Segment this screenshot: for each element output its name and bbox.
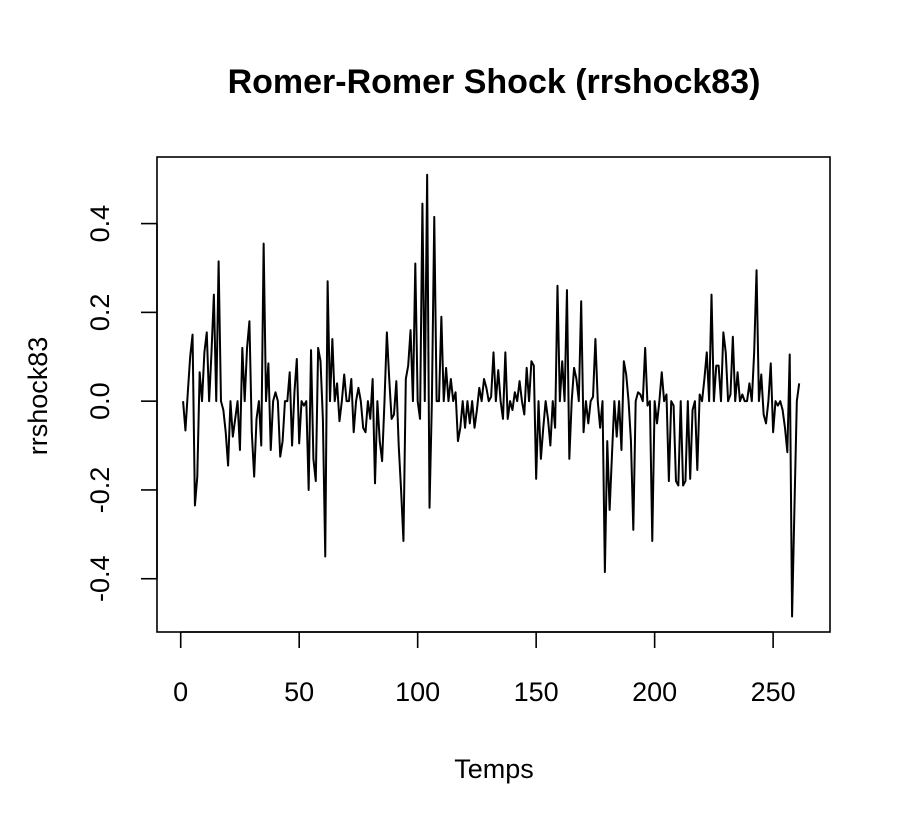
x-axis-title: Temps	[454, 754, 534, 784]
y-tick-label: 0.2	[85, 294, 115, 332]
y-tick-label: 0.0	[85, 382, 115, 420]
chart-title: Romer-Romer Shock (rrshock83)	[228, 63, 761, 101]
x-tick-label: 250	[751, 677, 796, 707]
x-tick-label: 200	[632, 677, 677, 707]
x-tick-label: 0	[173, 677, 188, 707]
y-axis: -0.4 -0.2 0.0 0.2 0.4	[85, 205, 158, 602]
x-axis: 0 50 100 150 200 250	[173, 631, 796, 707]
x-tick-label: 100	[395, 677, 440, 707]
y-axis-title: rrshock83	[23, 337, 53, 456]
y-tick-label: -0.4	[85, 555, 115, 602]
x-tick-label: 150	[514, 677, 559, 707]
y-tick-label: -0.2	[85, 467, 115, 514]
plot-frame	[156, 156, 831, 633]
y-tick-label: 0.4	[85, 205, 115, 243]
series-line-rrshock83	[182, 173, 801, 618]
x-tick-label: 50	[284, 677, 314, 707]
